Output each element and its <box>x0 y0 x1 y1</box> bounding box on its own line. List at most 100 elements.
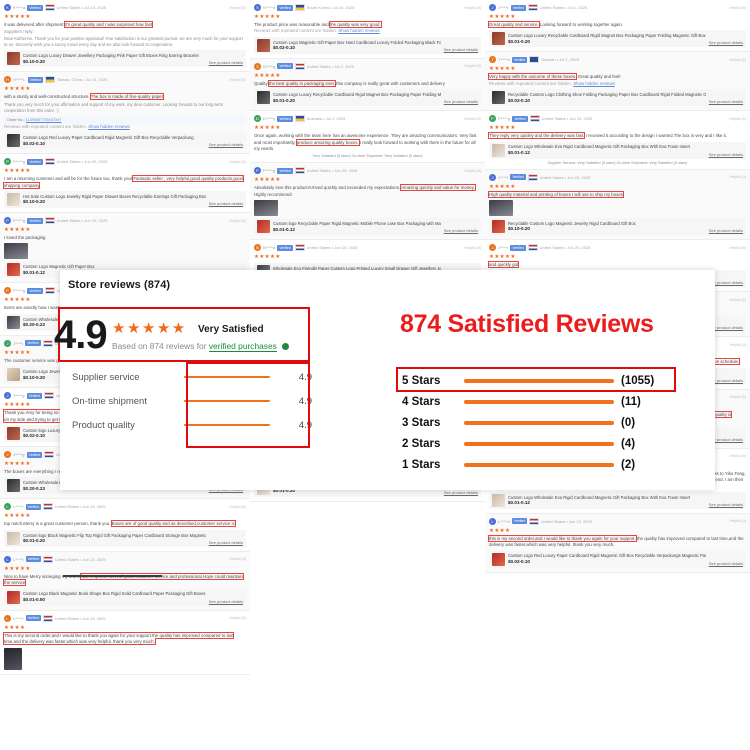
star-breakdown-row[interactable]: 3 Stars (0) <box>402 412 662 433</box>
product-card[interactable]: Custom Logo Magnetic Gift Paper Box Hard… <box>254 36 481 54</box>
review-photo[interactable] <box>4 243 28 260</box>
helpful-button[interactable]: Helpful (0) <box>729 297 746 302</box>
product-title[interactable]: Custom Logo Magnetic Gift Paper Box <box>23 264 95 270</box>
product-card[interactable]: Custom Logo Wholesale Eva Rigid Cardboar… <box>489 141 746 159</box>
product-card[interactable]: Custom Logo Wholesale Eva Rigid Cardboar… <box>489 491 746 509</box>
see-product-details-link[interactable]: See product details <box>208 201 243 207</box>
review-text: this is my second order,and I would like… <box>487 534 746 549</box>
helpful-button[interactable]: Helpful (0) <box>229 616 246 621</box>
product-title[interactable]: Recyclable Custom Logo Magnetic Jewelry … <box>508 220 636 226</box>
product-title[interactable]: Custom Logo Red Luxury Paper Cardboard R… <box>508 553 706 559</box>
product-card[interactable]: Custom Logo Red Luxury Paper Cardboard R… <box>4 132 246 150</box>
see-product-details-link[interactable]: See product details <box>443 99 478 105</box>
product-card[interactable]: Custom Logo Red Luxury Paper Cardboard R… <box>489 550 746 568</box>
helpful-button[interactable]: Helpful (0) <box>729 395 746 400</box>
see-product-details-link[interactable]: See product details <box>708 151 743 157</box>
product-price: $0.10-0.20 <box>23 58 45 64</box>
product-title[interactable]: Custom Logo Jewelry Packaging Box <box>23 368 93 374</box>
product-card[interactable]: Custom logo Recyclable Paper Rigid Magne… <box>254 218 481 236</box>
helpful-button[interactable]: Helpful (0) <box>729 342 746 347</box>
star-breakdown-row[interactable]: 4 Stars (11) <box>402 391 662 412</box>
product-card[interactable]: Custom logo Black Magnetic Flip Top Rigi… <box>4 529 246 547</box>
product-title[interactable]: Custom Logo Red Luxury Paper Cardboard R… <box>23 134 194 140</box>
see-product-details-link[interactable]: See product details <box>443 46 478 52</box>
see-product-details-link[interactable]: See product details <box>708 280 743 286</box>
product-title[interactable]: Custom Logo Wholesale Eva Rigid Cardboar… <box>508 494 691 500</box>
show-hidden-reviews-link[interactable]: Show hidden reviews <box>573 80 615 86</box>
see-product-details-link[interactable]: See product details <box>708 40 743 46</box>
see-product-details-link[interactable]: See product details <box>208 539 243 545</box>
see-product-details-link[interactable]: See product details <box>208 598 243 604</box>
verified-badge: Verified <box>277 167 293 174</box>
product-card[interactable]: Custom Logo Luxury Recyclable Cardboard … <box>254 89 481 107</box>
review-photo[interactable] <box>254 200 278 217</box>
product-title[interactable]: Custom Logo Magnetic Gift Paper Box Hard… <box>273 39 441 45</box>
star-level-label: 2 Stars <box>402 437 441 450</box>
see-product-details-link[interactable]: See product details <box>208 60 243 66</box>
helpful-button[interactable]: Helpful (0) <box>729 519 746 524</box>
product-title[interactable]: Hot Sale Custom Logo Jewelry Rigid Paper… <box>23 193 206 199</box>
avatar: J <box>489 244 496 252</box>
product-title[interactable]: Wholesale Eco Friendly Paper Custom Logo… <box>273 265 441 271</box>
see-product-details-link[interactable]: See product details <box>443 228 478 234</box>
see-product-details-link[interactable]: See product details <box>443 489 478 495</box>
helpful-button[interactable]: Helpful (0) <box>464 245 481 250</box>
helpful-button[interactable]: Helpful (0) <box>464 64 481 69</box>
product-title[interactable]: Custom Logo Luxury Drawer Jewellery Pack… <box>23 53 199 59</box>
verified-purchases-link[interactable]: verified purchases <box>208 341 277 352</box>
show-hidden-reviews-link[interactable]: Show hidden reviews <box>338 28 380 34</box>
product-title[interactable]: Custom logo Recyclable Paper Rigid Magne… <box>273 220 441 226</box>
product-card[interactable]: Custom Logo Luxury Recyclable Cardboard … <box>489 30 746 48</box>
review-text-plain: Absolutely love this product!Arrived qui… <box>254 185 401 191</box>
product-title[interactable]: Custom logo Black Magnetic Flip Top Rigi… <box>23 532 206 538</box>
product-card[interactable]: Custom Logo Luxury Drawer Jewellery Pack… <box>4 50 246 68</box>
star-breakdown-row[interactable]: 1 Stars (2) <box>402 454 662 475</box>
see-product-details-link[interactable]: See product details <box>708 436 743 442</box>
review-photo[interactable] <box>489 200 513 217</box>
helpful-button[interactable]: Helpful (0) <box>729 175 746 180</box>
review-text: Quality the best quality in packaging ev… <box>254 79 481 88</box>
product-title[interactable]: Custom Logo Wholesale Eva Rigid Cardboar… <box>508 144 691 150</box>
helpful-button[interactable]: Helpful (0) <box>464 168 481 173</box>
helpful-button[interactable]: Helpful (0) <box>229 77 246 82</box>
see-product-details-link[interactable]: See product details <box>708 501 743 507</box>
helpful-button[interactable]: Helpful (0) <box>229 5 246 10</box>
product-title[interactable]: Custom Logo Black Magnetic Book Shape Bo… <box>23 591 206 597</box>
product-title[interactable]: Custom Logo Luxury Recyclable Cardboard … <box>273 91 441 97</box>
see-product-details-link[interactable]: See product details <box>708 377 743 383</box>
review-text-highlight: and quickly got <box>487 260 520 269</box>
helpful-button[interactable]: Helpful (0) <box>729 5 746 10</box>
helpful-button[interactable]: Helpful (0) <box>464 5 481 10</box>
product-info: Recyclable Custom Logo Clothing Shoe Fol… <box>508 92 706 104</box>
order-number-link[interactable]: 1139933770010724? <box>25 117 62 122</box>
product-card[interactable]: Custom Logo Black Magnetic Book Shape Bo… <box>4 588 246 606</box>
see-product-details-link[interactable]: See product details <box>708 325 743 331</box>
see-product-details-link[interactable]: See product details <box>708 228 743 234</box>
helpful-button[interactable]: Helpful (0) <box>229 504 246 509</box>
review-card: S S****d Verified South Korea • Jul 10, 202… <box>250 0 485 59</box>
product-thumbnail <box>257 220 270 234</box>
star-breakdown-row[interactable]: 5 Stars (1055) <box>402 370 662 391</box>
product-thumbnail <box>492 32 505 46</box>
see-product-details-link[interactable]: See product details <box>208 142 243 148</box>
product-card[interactable]: Recyclable Custom Logo Clothing Shoe Fol… <box>489 89 746 107</box>
product-title[interactable]: Recyclable Custom Logo Clothing Shoe Fol… <box>508 91 706 97</box>
see-product-details-link[interactable]: See product details <box>708 560 743 566</box>
product-card[interactable]: Hot Sale Custom Logo Jewelry Rigid Paper… <box>4 191 246 209</box>
helpful-button[interactable]: Helpful (0) <box>729 245 746 250</box>
helpful-button[interactable]: Helpful (0) <box>229 557 246 562</box>
product-title[interactable]: Custom Logo Luxury Recyclable Cardboard … <box>508 33 706 39</box>
helpful-button[interactable]: Helpful (0) <box>229 159 246 164</box>
product-card[interactable]: Recyclable Custom Logo Magnetic Jewelry … <box>489 218 746 236</box>
star-breakdown-row[interactable]: 2 Stars (4) <box>402 433 662 454</box>
helpful-button[interactable]: Helpful (0) <box>729 454 746 459</box>
helpful-button[interactable]: Helpful (0) <box>729 57 746 62</box>
helpful-button[interactable]: Helpful (0) <box>464 116 481 121</box>
helpful-button[interactable]: Helpful (0) <box>729 116 746 121</box>
show-hidden-reviews-link[interactable]: Show hidden reviews <box>88 123 130 129</box>
helpful-button[interactable]: Helpful (0) <box>229 218 246 223</box>
review-photo[interactable] <box>4 647 22 670</box>
review-text-highlight: produce amazing quality boxes. <box>295 138 361 147</box>
see-product-details-link[interactable]: See product details <box>708 99 743 105</box>
